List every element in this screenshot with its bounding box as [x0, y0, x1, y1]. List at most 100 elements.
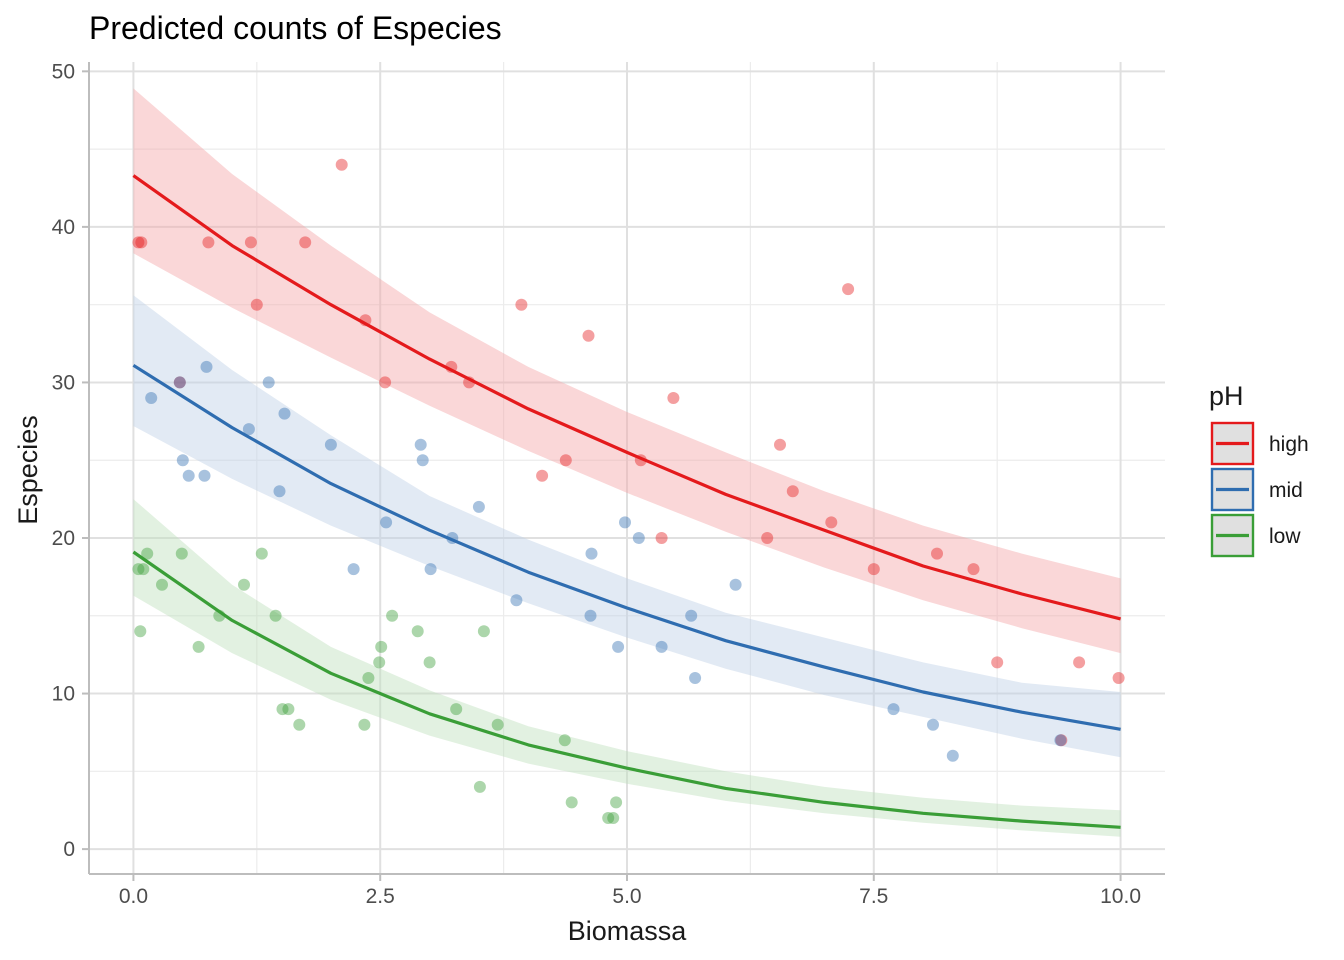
point-mid — [655, 640, 668, 653]
point-low — [134, 625, 147, 638]
point-low — [156, 578, 168, 591]
point-mid — [416, 454, 429, 467]
point-high — [299, 236, 312, 249]
point-mid — [198, 469, 211, 482]
point-low — [255, 547, 268, 560]
point-low — [362, 672, 375, 684]
point-low — [137, 563, 150, 576]
point-low — [473, 780, 486, 793]
point-mid — [1054, 734, 1067, 747]
point-mid — [176, 454, 189, 467]
point-low — [373, 656, 386, 669]
point-low — [276, 703, 289, 716]
point-mid — [612, 640, 625, 653]
y-tick-label: 0 — [63, 838, 75, 861]
x-tick-label: 5.0 — [612, 885, 641, 908]
point-mid — [380, 516, 393, 529]
x-tick-label: 0.0 — [119, 885, 148, 908]
point-mid — [927, 718, 939, 731]
point-high — [379, 376, 392, 389]
point-mid — [619, 516, 631, 529]
point-high — [1073, 656, 1086, 669]
x-tick-label: 2.5 — [366, 885, 395, 908]
chart-title: Predicted counts of Especies — [89, 10, 502, 46]
point-low — [358, 718, 371, 731]
y-tick-label: 30 — [52, 371, 75, 394]
point-high — [202, 236, 215, 249]
x-tick-label: 10.0 — [1100, 885, 1141, 908]
legend-label-high: high — [1269, 433, 1309, 456]
fit-line-high — [132, 174, 1121, 621]
point-high — [536, 469, 549, 482]
point-mid — [242, 423, 255, 436]
point-mid — [472, 500, 485, 513]
point-high — [582, 329, 595, 342]
point-low — [269, 609, 282, 622]
legend-keys: high mid low — [1210, 421, 1309, 558]
point-low — [423, 656, 436, 669]
data-points — [132, 158, 1125, 824]
x-axis-ticks: 0.0 2.5 5.0 7.5 10.0 — [119, 874, 1141, 908]
point-high — [1112, 672, 1125, 684]
point-low — [386, 609, 399, 622]
point-low — [450, 703, 463, 716]
x-tick-label: 7.5 — [859, 885, 888, 908]
point-low — [477, 625, 490, 638]
point-mid — [145, 392, 158, 404]
point-high — [173, 376, 186, 389]
point-mid — [632, 532, 645, 544]
point-mid — [887, 703, 900, 716]
point-low — [602, 812, 615, 824]
fit-line-low — [132, 550, 1121, 829]
legend-title: pH — [1209, 381, 1244, 411]
ribbon-high — [133, 88, 1121, 654]
point-high — [135, 236, 148, 249]
point-low — [282, 703, 295, 716]
point-high — [931, 547, 943, 560]
y-axis-ticks: 0 10 20 30 40 50 — [52, 60, 89, 861]
point-mid — [173, 376, 186, 389]
point-mid — [347, 563, 360, 576]
point-low — [293, 718, 306, 731]
point-high — [842, 283, 855, 296]
point-low — [132, 563, 145, 576]
point-high — [515, 298, 528, 311]
point-high — [967, 563, 980, 576]
point-mid — [685, 609, 698, 622]
point-low — [375, 640, 388, 653]
y-tick-label: 40 — [52, 216, 75, 239]
point-mid — [584, 609, 597, 622]
point-mid — [414, 438, 427, 451]
point-mid — [689, 672, 702, 684]
point-high — [761, 532, 774, 544]
point-high — [655, 532, 668, 544]
point-low — [558, 734, 571, 747]
point-mid — [946, 749, 959, 762]
grid — [89, 62, 1165, 874]
legend-label-low: low — [1269, 525, 1301, 548]
point-low — [238, 578, 250, 591]
point-low — [607, 812, 620, 824]
point-low — [610, 796, 623, 809]
point-high — [786, 485, 799, 498]
point-mid — [262, 376, 275, 389]
point-high — [825, 516, 838, 529]
point-high — [774, 438, 786, 451]
point-mid — [273, 485, 286, 498]
y-tick-label: 20 — [52, 527, 75, 550]
point-low — [141, 547, 154, 560]
point-low — [175, 547, 188, 560]
x-axis-title: Biomassa — [568, 916, 688, 946]
point-low — [565, 796, 578, 809]
y-tick-label: 10 — [52, 683, 75, 706]
point-high — [991, 656, 1004, 669]
point-high — [250, 298, 263, 311]
point-high — [335, 158, 348, 171]
fit-lines — [132, 174, 1121, 829]
point-high — [244, 236, 257, 249]
fit-line-mid — [132, 363, 1121, 731]
legend-label-mid: mid — [1269, 479, 1303, 502]
point-mid — [278, 407, 291, 420]
point-low — [192, 640, 205, 653]
